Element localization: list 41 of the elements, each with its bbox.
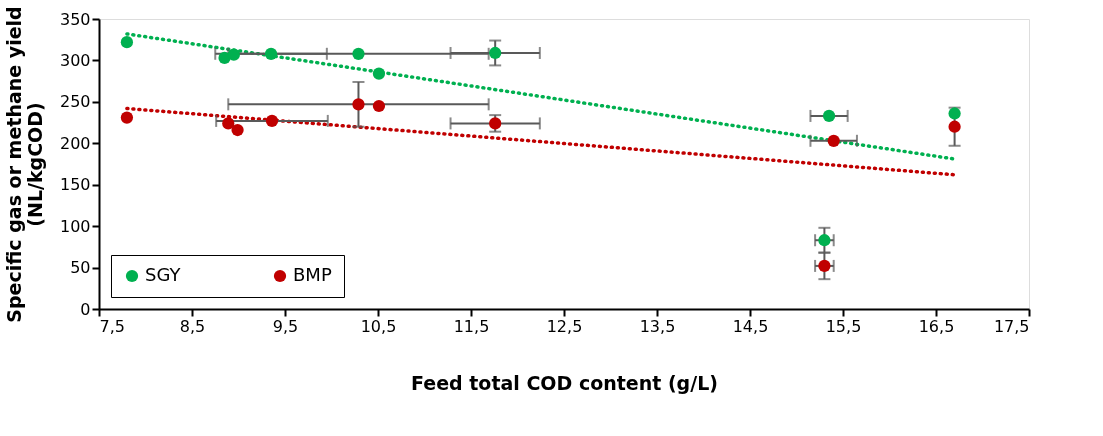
y-tick-label: 150	[59, 175, 91, 195]
point	[372, 67, 386, 80]
x-tick-label: 10,5	[360, 316, 397, 336]
point	[818, 259, 831, 273]
x-tick-label: 7,5	[99, 316, 125, 336]
x-tick-label: 11,5	[453, 316, 490, 336]
point	[827, 134, 840, 147]
point	[265, 114, 279, 128]
x-tick-label: 15,5	[825, 316, 862, 336]
y-tick-label: 0	[80, 299, 91, 319]
x-axis-title: Feed total COD content (g/L)	[411, 371, 718, 394]
legend-label: SGY	[145, 264, 182, 285]
y-tick-label: 100	[59, 216, 91, 236]
y-tick-label: 350	[59, 9, 91, 29]
point	[231, 123, 244, 137]
y-tick-label: 200	[59, 133, 91, 153]
point	[352, 98, 365, 111]
y-tick-label: 250	[59, 92, 91, 112]
x-tick-label: 17,5	[993, 316, 1030, 336]
y-tick-label: 50	[70, 258, 91, 278]
point	[818, 234, 831, 247]
point	[120, 36, 134, 49]
x-tick-label: 13,5	[639, 316, 676, 336]
x-tick-label: 14,5	[732, 316, 769, 336]
point	[222, 117, 235, 130]
legend-label: BMP	[293, 264, 332, 285]
x-tick-label: 9,5	[272, 316, 299, 336]
point	[489, 46, 502, 60]
point	[948, 120, 961, 133]
x-tick-label: 16,5	[918, 316, 955, 336]
point	[227, 48, 240, 61]
y-axis-title: Specific gas or methane yield (NL/kgCOD)	[2, 6, 46, 323]
y-tick-label: 300	[59, 50, 91, 70]
point	[822, 109, 836, 123]
x-tick-label: 12,5	[546, 316, 583, 336]
point	[264, 47, 278, 60]
point	[372, 99, 386, 113]
point	[948, 107, 961, 120]
point	[120, 111, 134, 124]
point	[352, 47, 365, 60]
x-tick-label: 8,5	[179, 316, 206, 336]
